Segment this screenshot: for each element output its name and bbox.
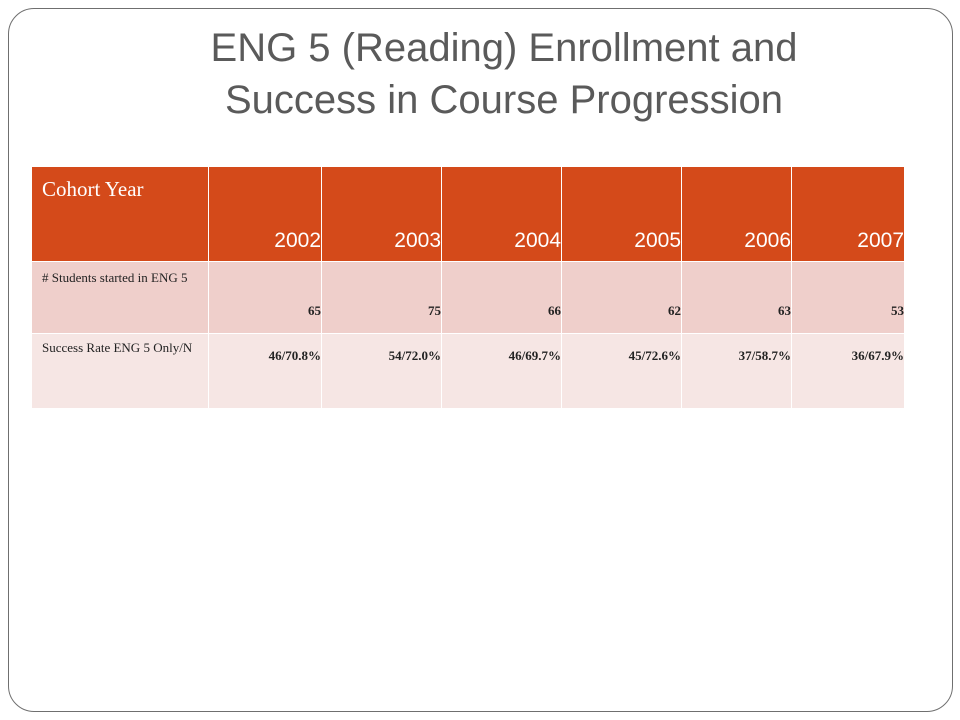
table-row-students-started: # Students started in ENG 5 65 75 66 62 … xyxy=(31,261,905,334)
table-row-success-rate: Success Rate ENG 5 Only/N 46/70.8% 54/72… xyxy=(31,333,905,409)
table-cell: 65 xyxy=(208,261,322,334)
header-year: 2006 xyxy=(681,167,792,262)
slide-title-line-1: ENG 5 (Reading) Enrollment and xyxy=(210,26,798,70)
header-year: 2004 xyxy=(441,167,562,262)
table-header-row: Cohort Year 2002 2003 2004 2005 2006 200… xyxy=(31,167,905,262)
table-cell: 36/67.9% xyxy=(791,333,905,409)
table-cell: 53 xyxy=(791,261,905,334)
header-cohort-year: Cohort Year xyxy=(31,167,209,262)
header-year: 2002 xyxy=(208,167,322,262)
table-cell: 46/69.7% xyxy=(441,333,562,409)
slide-title-line-2: Success in Course Progression xyxy=(224,78,784,122)
table-cell: 37/58.7% xyxy=(681,333,792,409)
header-year: 2005 xyxy=(561,167,682,262)
row-label: Success Rate ENG 5 Only/N xyxy=(31,333,209,409)
table-cell: 54/72.0% xyxy=(321,333,442,409)
cohort-table: Cohort Year 2002 2003 2004 2005 2006 200… xyxy=(31,167,905,409)
table-cell: 63 xyxy=(681,261,792,334)
table-cell: 46/70.8% xyxy=(208,333,322,409)
header-year: 2003 xyxy=(321,167,442,262)
table-cell: 62 xyxy=(561,261,682,334)
table-cell: 75 xyxy=(321,261,442,334)
header-year: 2007 xyxy=(791,167,905,262)
table-cell: 66 xyxy=(441,261,562,334)
row-label: # Students started in ENG 5 xyxy=(31,261,209,334)
slide-title: ENG 5 (Reading) Enrollment and Success i… xyxy=(100,22,908,126)
table-cell: 45/72.6% xyxy=(561,333,682,409)
